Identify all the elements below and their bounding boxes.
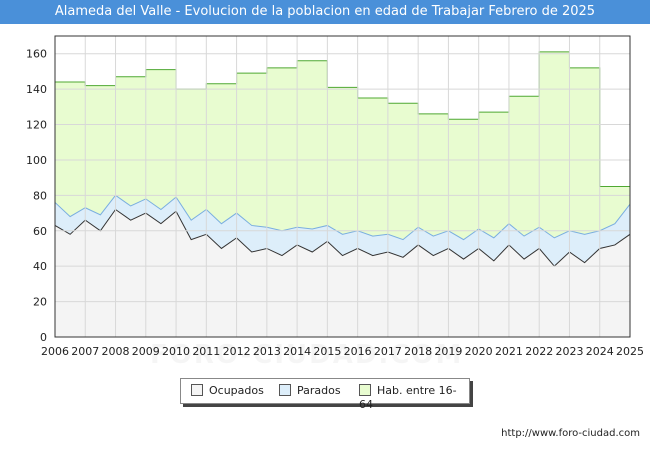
legend-hab: Hab. entre 16-64 — [359, 384, 469, 411]
series-line-ocupados — [54, 208, 631, 267]
plot-frame — [54, 35, 631, 338]
x-tick-label: 2020 — [465, 345, 493, 358]
legend-label-parados: Parados — [297, 384, 341, 397]
legend: Ocupados Parados Hab. entre 16-64 — [180, 378, 470, 411]
x-tick-label: 2007 — [71, 345, 99, 358]
series-line-hab — [55, 51, 630, 187]
series-area-ocupados — [55, 209, 630, 337]
x-tick-label: 2006 — [41, 345, 69, 358]
x-tick-label: 2015 — [313, 345, 341, 358]
x-tick-label: 2022 — [525, 345, 553, 358]
y-tick-label: 80 — [33, 189, 47, 202]
y-tick-label: 60 — [33, 225, 47, 238]
x-tick-label: 2024 — [586, 345, 614, 358]
y-tick-label: 160 — [26, 48, 47, 61]
x-tick-label: 2012 — [223, 345, 251, 358]
legend-label-hab: Hab. entre 16-64 — [359, 384, 457, 411]
y-tick-label: 100 — [26, 154, 47, 167]
series-line-parados — [54, 194, 631, 241]
x-tick-label: 2019 — [434, 345, 462, 358]
y-tick-label: 140 — [26, 83, 47, 96]
x-tick-label: 2016 — [344, 345, 372, 358]
y-tick-label: 0 — [40, 331, 47, 344]
x-tick-label: 2023 — [555, 345, 583, 358]
legend-swatch-parados — [279, 384, 291, 396]
legend-label-ocupados: Ocupados — [209, 384, 264, 397]
x-tick-label: 2021 — [495, 345, 523, 358]
x-tick-label: 2018 — [404, 345, 432, 358]
axes — [54, 35, 631, 338]
x-tick-label: 2013 — [253, 345, 281, 358]
legend-swatch-hab — [359, 384, 371, 396]
source-url: http://www.foro-ciudad.com — [501, 428, 640, 439]
x-tick-label: 2010 — [162, 345, 190, 358]
x-tick-label: 2009 — [132, 345, 160, 358]
y-tick-label: 120 — [26, 119, 47, 132]
chart-title: Alameda del Valle - Evolucion de la pobl… — [0, 0, 650, 24]
legend-ocupados: Ocupados — [191, 384, 264, 398]
y-tick-label: 20 — [33, 296, 47, 309]
legend-swatch-ocupados — [191, 384, 203, 396]
x-tick-label: 2011 — [192, 345, 220, 358]
x-tick-label: 2014 — [283, 345, 311, 358]
x-tick-label: 2008 — [102, 345, 130, 358]
legend-parados: Parados — [279, 384, 341, 398]
x-tick-label: 2017 — [374, 345, 402, 358]
watermark: FORO-CIUDAD.COM — [150, 340, 463, 370]
y-tick-label: 40 — [33, 260, 47, 273]
series-areas — [54, 51, 631, 337]
x-tick-label: 2025 — [616, 345, 644, 358]
